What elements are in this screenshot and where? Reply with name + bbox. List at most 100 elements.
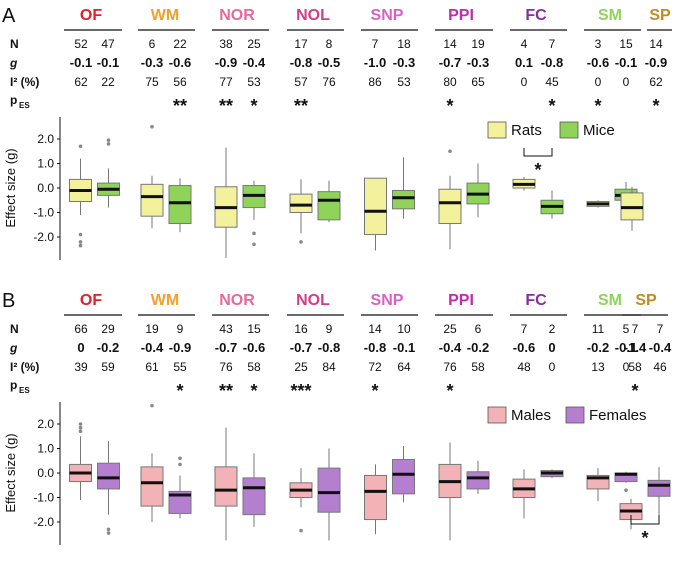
outlier-point [252,242,256,247]
box-sp-rats [620,186,644,231]
test-name: OF [80,292,102,309]
test-name: NOR [219,292,255,309]
box-wm-males [140,403,164,522]
cell-p: ** [173,96,187,116]
y-tick-label: 1.0 [37,442,54,456]
cell-n: 5 [623,322,630,336]
row-label-p-subscript: ES [19,386,30,395]
cell-i2: 48 [517,360,531,374]
cell-g: -0.3 [141,55,163,70]
box-nor-mice [242,180,266,247]
cell-n: 7 [521,322,528,336]
outlier-point [78,240,83,244]
box-body [168,185,192,225]
cell-g: -0.9 [169,340,191,355]
outlier-point [150,124,154,129]
outlier-point [252,231,256,236]
cell-g: -0.4 [649,340,672,355]
test-name: SP [649,7,671,24]
legend-label: Males [511,407,551,424]
cell-i2: 57 [294,75,308,89]
cell-n: 7 [657,322,664,336]
cell-g: -0.2 [97,340,119,355]
y-tick-label: -2.0 [33,230,54,244]
box-nol-rats [289,179,313,244]
cell-i2: 53 [397,75,411,89]
outlier-point [448,149,452,154]
cell-n: 25 [247,37,261,51]
cell-i2: 56 [173,75,187,89]
row-label-p: p [10,378,17,392]
significance-bracket [630,515,660,525]
y-tick-label: 1.0 [37,157,54,171]
box-nol-females [317,448,341,541]
cell-n: 22 [173,37,187,51]
cell-g: -0.2 [587,340,609,355]
box-body [364,177,387,236]
cell-i2: 65 [471,75,485,89]
cell-p: *** [290,381,311,401]
y-tick-label: -2.0 [33,515,54,529]
box-body [140,183,164,217]
box-of-rats [69,144,92,248]
cell-p: ** [219,96,233,116]
test-name: PPI [448,292,474,309]
cell-p: * [446,381,453,401]
cell-i2: 59 [101,360,115,374]
cell-g: -0.8 [364,340,386,355]
row-label-p: p [10,93,17,107]
cell-g: 0.1 [515,55,533,70]
test-name: WM [151,7,179,24]
legend-swatch [487,121,507,139]
cell-n: 9 [177,322,184,336]
test-name: NOL [296,7,330,24]
box-snp-females [392,446,415,503]
outlier-point [178,456,182,461]
cell-g: -0.1 [97,55,119,70]
cell-n: 52 [74,37,88,51]
outlier-point [106,527,111,532]
cell-i2: 0 [623,75,630,89]
cell-g: -1.0 [364,55,386,70]
cell-g: -0.1 [615,55,637,70]
legend-swatch [565,406,585,424]
cell-i2: 0 [623,360,630,374]
cell-g: -0.6 [169,55,191,70]
cell-p: * [594,96,601,116]
outlier-point [78,243,83,248]
box-sp-females [647,466,671,520]
test-name: WM [151,292,179,309]
test-name: FC [525,292,547,309]
legend-label: Rats [511,122,542,139]
box-body [438,188,462,225]
box-body [466,471,490,490]
cell-i2: 58 [628,360,642,374]
cell-n: 14 [443,37,457,51]
cell-g: -0.7 [215,340,237,355]
cell-g: -0.4 [141,340,164,355]
test-name: SM [598,292,622,309]
cell-n: 14 [368,322,382,336]
box-body [168,490,192,514]
outlier-point [106,142,111,146]
box-body [97,462,120,490]
outlier-point [150,403,154,408]
test-name: SP [635,292,657,309]
test-name: SNP [371,292,404,309]
cell-g: -0.8 [290,55,312,70]
box-body [140,466,164,507]
row-label-n: N [10,322,19,336]
cell-n: 19 [145,322,159,336]
box-fc-males [512,469,536,519]
outlier-point [78,422,83,426]
outlier-point [106,138,111,143]
cell-n: 17 [294,37,308,51]
outlier-point [78,425,83,430]
y-tick-label: 2.0 [37,417,54,431]
cell-g: -0.8 [318,340,340,355]
cell-g: -0.4 [243,55,266,70]
cell-g: -0.7 [439,55,461,70]
cell-n: 4 [521,37,528,51]
box-wm-females [168,456,192,519]
